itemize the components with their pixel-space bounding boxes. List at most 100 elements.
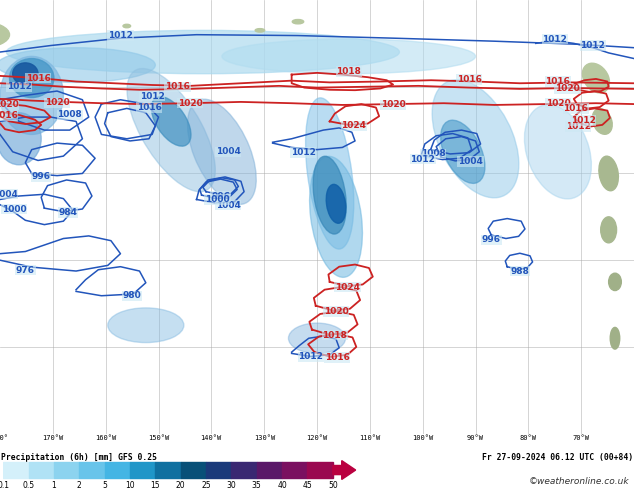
- Ellipse shape: [255, 28, 265, 32]
- Text: 1020: 1020: [380, 100, 406, 109]
- Text: 996: 996: [32, 172, 51, 181]
- Text: 1020: 1020: [178, 98, 203, 108]
- Text: 1020: 1020: [0, 100, 19, 109]
- Text: 1012: 1012: [108, 31, 133, 40]
- Ellipse shape: [313, 156, 346, 234]
- Text: 1020: 1020: [545, 98, 571, 108]
- Text: 1008: 1008: [57, 110, 82, 120]
- FancyArrow shape: [333, 461, 356, 479]
- Text: 2: 2: [77, 481, 82, 490]
- Text: Fr 27-09-2024 06.12 UTC (00+84): Fr 27-09-2024 06.12 UTC (00+84): [482, 453, 633, 463]
- Ellipse shape: [0, 56, 63, 134]
- Ellipse shape: [583, 63, 609, 93]
- Text: 150°W: 150°W: [148, 435, 169, 441]
- Text: 996: 996: [482, 235, 501, 245]
- Text: 100°W: 100°W: [412, 435, 434, 441]
- Text: 1004: 1004: [216, 147, 241, 156]
- Text: 984: 984: [58, 208, 77, 217]
- Ellipse shape: [441, 120, 485, 183]
- Text: 1004: 1004: [216, 200, 241, 210]
- Bar: [307, 462, 333, 478]
- Text: 25: 25: [201, 481, 211, 490]
- Text: 1016: 1016: [563, 104, 588, 113]
- Bar: [231, 462, 257, 478]
- Ellipse shape: [306, 98, 354, 249]
- Text: 1024: 1024: [341, 121, 366, 130]
- Ellipse shape: [6, 30, 399, 74]
- Text: 70°W: 70°W: [573, 435, 590, 441]
- Text: 1016: 1016: [325, 353, 350, 362]
- Text: 1000: 1000: [205, 195, 230, 204]
- Text: 0.5: 0.5: [22, 481, 35, 490]
- Text: 5: 5: [102, 481, 107, 490]
- Text: 180°: 180°: [0, 435, 8, 441]
- Text: 40: 40: [277, 481, 287, 490]
- Ellipse shape: [601, 217, 616, 243]
- Bar: [105, 462, 130, 478]
- Text: 1012: 1012: [542, 34, 567, 44]
- Text: 1024: 1024: [335, 283, 360, 292]
- Text: 1018: 1018: [336, 67, 361, 76]
- Ellipse shape: [432, 80, 519, 198]
- Ellipse shape: [524, 105, 592, 199]
- Text: 130°W: 130°W: [254, 435, 275, 441]
- Text: 1018: 1018: [322, 331, 347, 340]
- Ellipse shape: [0, 48, 155, 82]
- Ellipse shape: [188, 99, 256, 204]
- Bar: [282, 462, 307, 478]
- Text: 1016: 1016: [545, 77, 571, 86]
- Ellipse shape: [152, 97, 191, 146]
- Text: 988: 988: [510, 267, 529, 275]
- Text: 1012: 1012: [298, 352, 323, 362]
- Text: 1016: 1016: [0, 111, 18, 120]
- Text: 20: 20: [176, 481, 186, 490]
- Text: 35: 35: [252, 481, 262, 490]
- Text: 1020: 1020: [555, 84, 580, 94]
- Ellipse shape: [222, 39, 476, 74]
- Text: ©weatheronline.co.uk: ©weatheronline.co.uk: [528, 477, 629, 486]
- Bar: [54, 462, 79, 478]
- Text: 1016: 1016: [25, 74, 51, 82]
- Text: 1016: 1016: [165, 82, 190, 91]
- Text: 1012: 1012: [6, 82, 32, 91]
- Ellipse shape: [0, 113, 41, 165]
- Text: 170°W: 170°W: [42, 435, 63, 441]
- Text: 1012: 1012: [580, 41, 605, 50]
- Bar: [257, 462, 282, 478]
- Ellipse shape: [123, 24, 131, 28]
- Ellipse shape: [13, 63, 38, 85]
- Bar: [181, 462, 206, 478]
- Text: 1012: 1012: [566, 122, 591, 131]
- Ellipse shape: [108, 308, 184, 343]
- Text: 1: 1: [51, 481, 56, 490]
- Text: 140°W: 140°W: [200, 435, 222, 441]
- Bar: [79, 462, 105, 478]
- Text: 1012: 1012: [139, 92, 165, 101]
- Text: 1004: 1004: [0, 190, 18, 199]
- Text: 976: 976: [16, 266, 35, 275]
- Ellipse shape: [288, 323, 346, 353]
- Ellipse shape: [0, 22, 10, 48]
- Text: 90°W: 90°W: [467, 435, 484, 441]
- Text: 1016: 1016: [136, 103, 162, 112]
- Ellipse shape: [610, 327, 620, 349]
- Ellipse shape: [327, 184, 346, 223]
- Text: 1020: 1020: [323, 307, 349, 316]
- Text: 120°W: 120°W: [306, 435, 328, 441]
- Text: 980: 980: [122, 291, 141, 300]
- Bar: [130, 462, 155, 478]
- Text: 160°W: 160°W: [95, 435, 117, 441]
- Text: 45: 45: [302, 481, 313, 490]
- Text: 50: 50: [328, 481, 338, 490]
- Text: 1008: 1008: [420, 149, 446, 158]
- Text: 10: 10: [125, 481, 135, 490]
- Text: 996: 996: [211, 192, 230, 201]
- Text: 1012: 1012: [571, 116, 596, 125]
- Text: Precipitation (6h) [mm] GFS 0.25: Precipitation (6h) [mm] GFS 0.25: [1, 453, 157, 463]
- Ellipse shape: [127, 69, 216, 192]
- Text: 30: 30: [226, 481, 236, 490]
- Ellipse shape: [292, 20, 304, 24]
- Text: 1004: 1004: [458, 157, 483, 166]
- Text: 0.1: 0.1: [0, 481, 9, 490]
- Text: 110°W: 110°W: [359, 435, 380, 441]
